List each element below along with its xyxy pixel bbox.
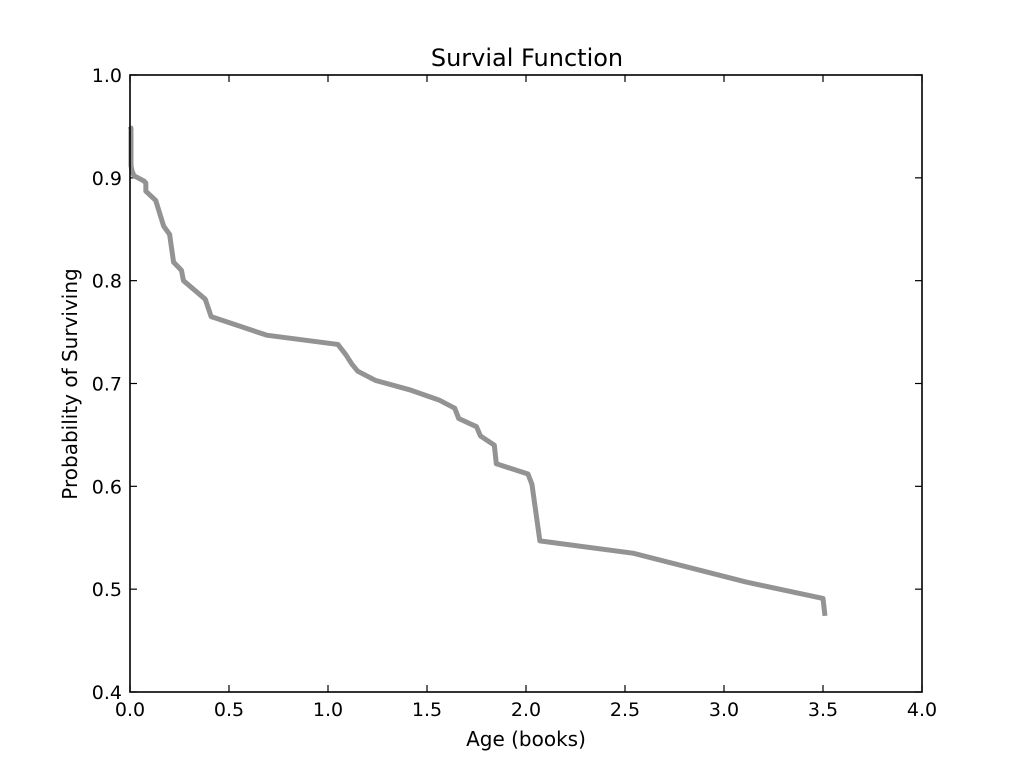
y-tick-label: 0.8 — [92, 271, 122, 293]
survival-curve-line — [127, 125, 828, 617]
x-tick-label: 0.0 — [115, 699, 145, 721]
y-tick-label: 0.4 — [92, 682, 122, 704]
x-tick-label: 1.0 — [313, 699, 343, 721]
y-tick-label: 0.5 — [92, 579, 122, 601]
axis-ticks: 0.0 0.5 1.0 1.5 2.0 2.5 3.0 3.5 4.0 0.4 0.5 0.6 0.7 0… — [92, 65, 937, 721]
x-axis-label: Age (books) — [466, 727, 586, 751]
chart-title: Survial Function — [431, 44, 623, 72]
x-tick-label: 3.5 — [808, 699, 838, 721]
y-tick-label: 0.7 — [92, 374, 122, 396]
y-tick-label: 0.9 — [92, 168, 122, 190]
plot-frame — [129, 74, 923, 693]
y-tick-label: 1.0 — [92, 65, 122, 87]
x-tick-label: 2.0 — [511, 699, 541, 721]
y-axis-label: Probability of Surviving — [58, 268, 82, 499]
x-tick-label: 0.5 — [214, 699, 244, 721]
x-tick-label: 4.0 — [907, 699, 937, 721]
series-layer — [127, 125, 828, 617]
x-tick-label: 3.0 — [709, 699, 739, 721]
x-tick-label: 2.5 — [610, 699, 640, 721]
x-tick-label: 1.5 — [412, 699, 442, 721]
y-tick-label: 0.6 — [92, 476, 122, 498]
